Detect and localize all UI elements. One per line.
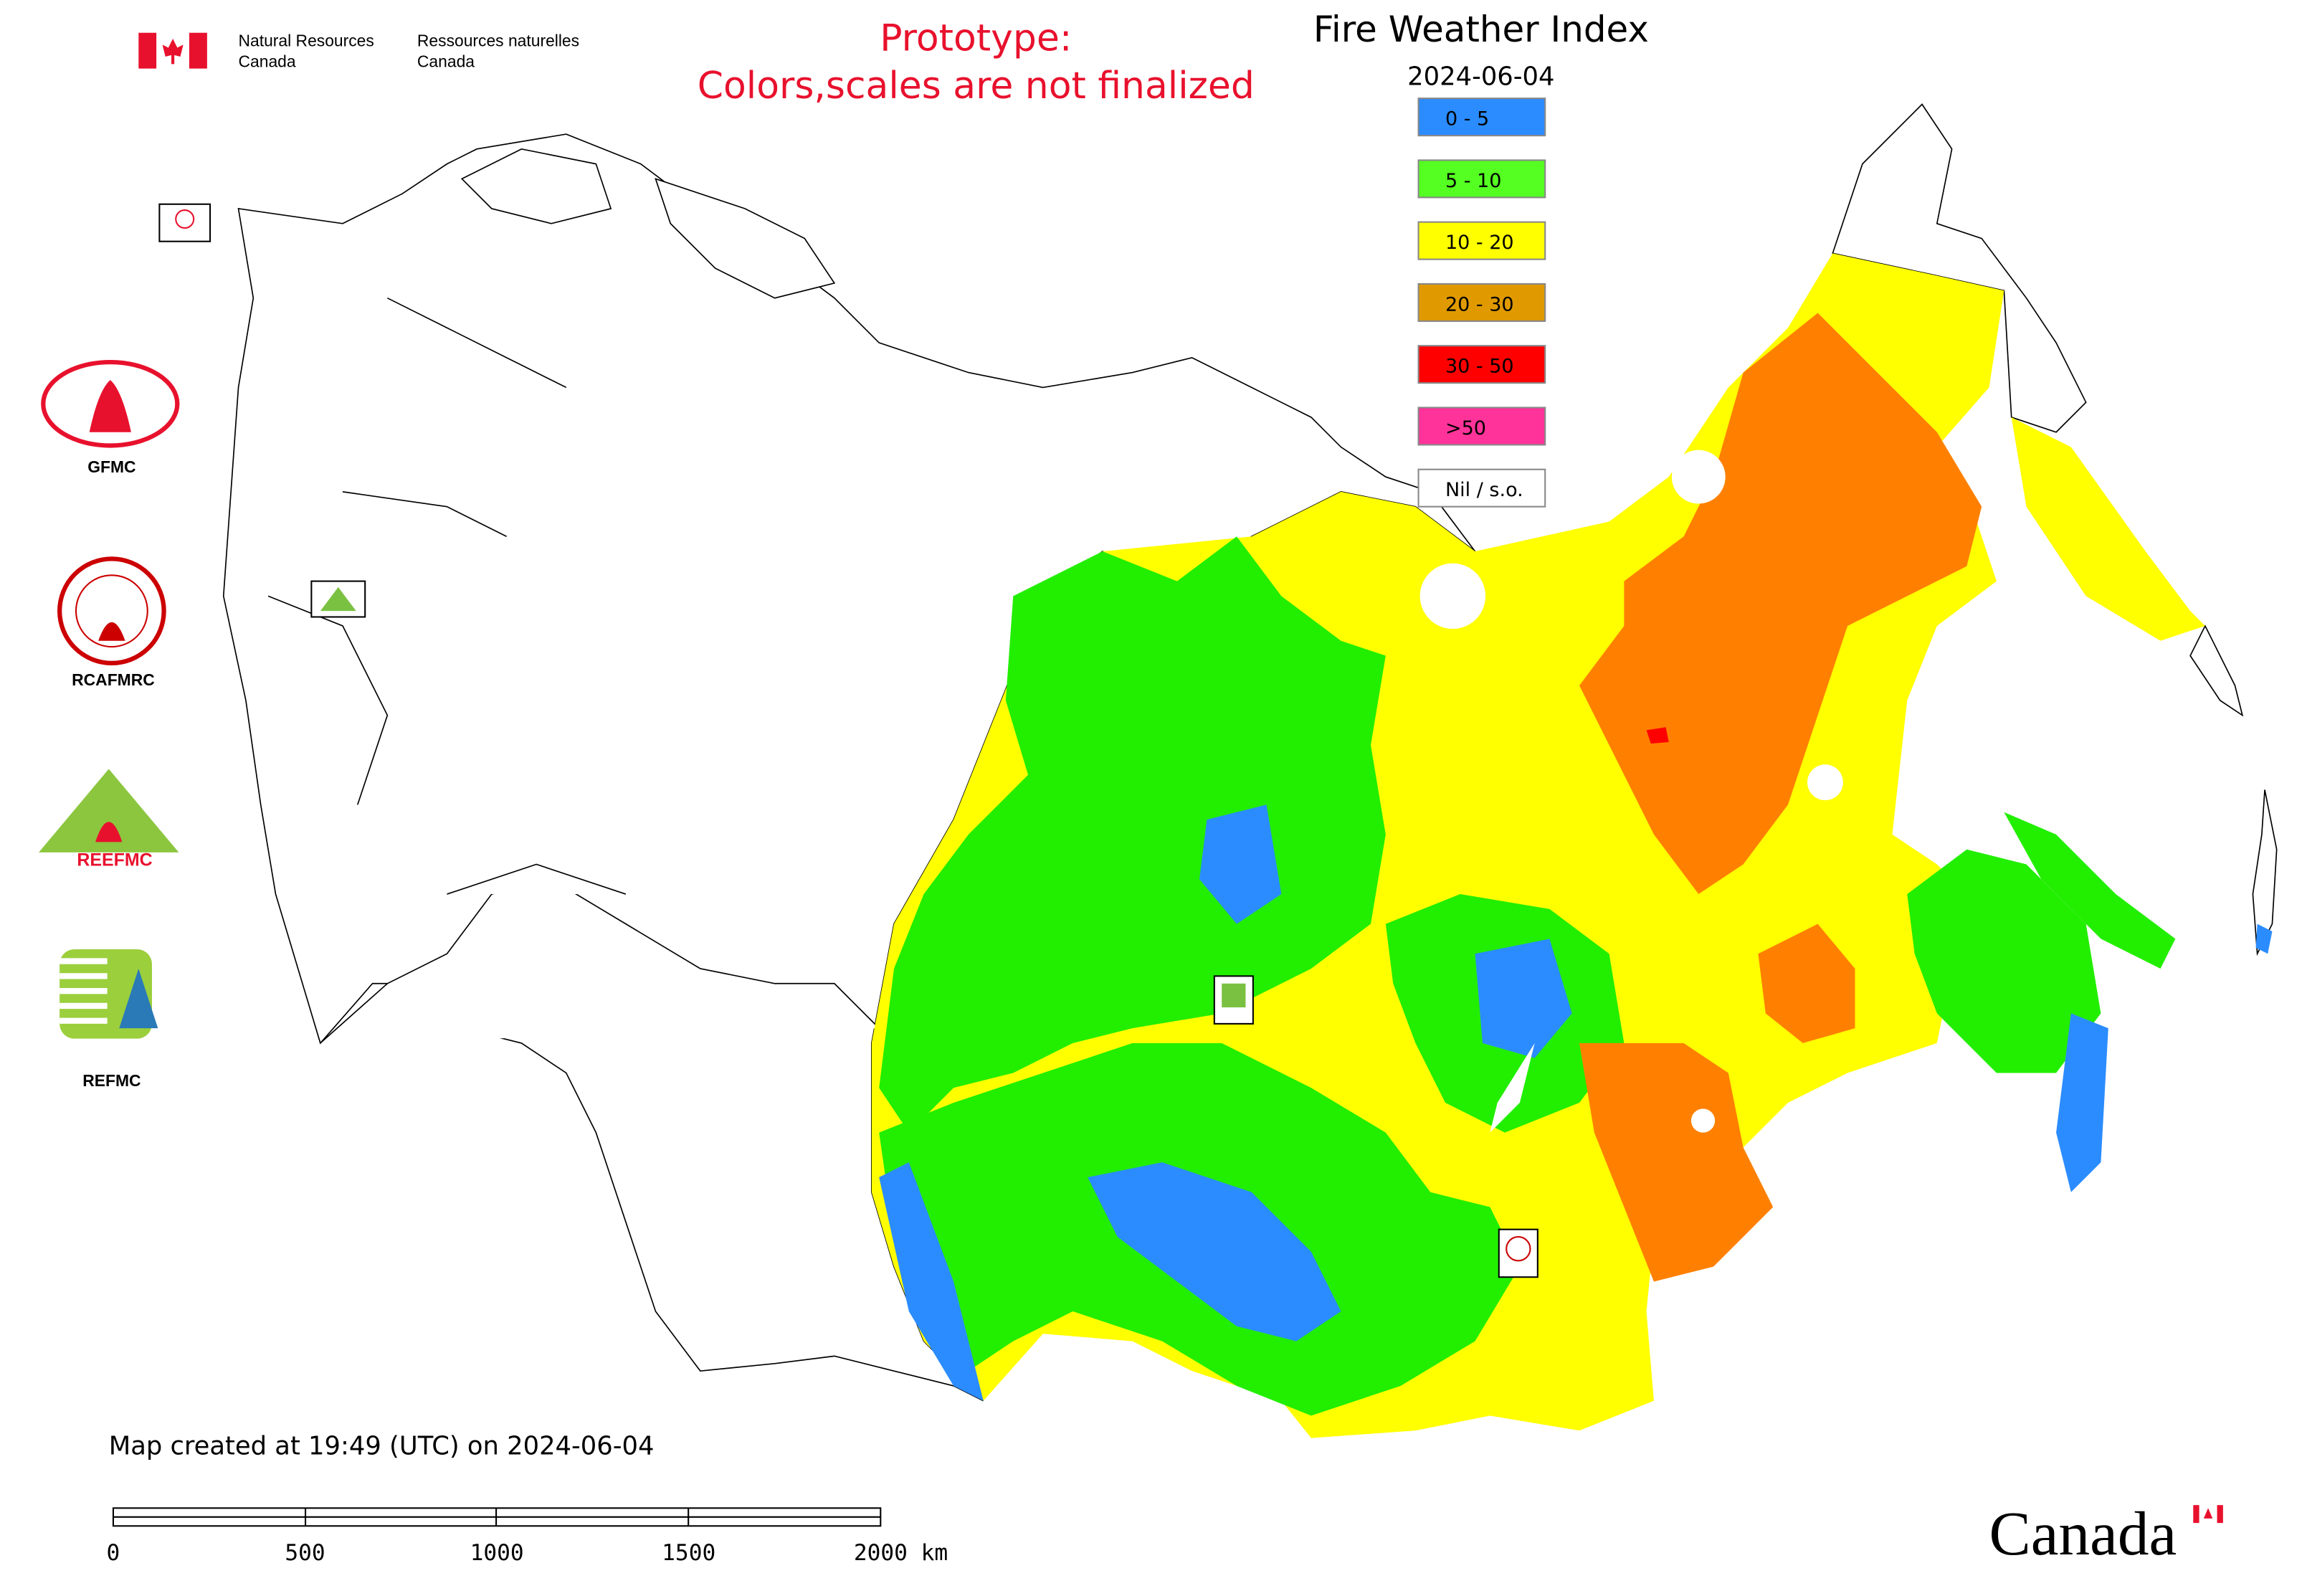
scale-label: 500 (285, 1540, 325, 1566)
logo-label: RCAFMRC (72, 670, 155, 689)
agency-en: Canada (239, 52, 296, 71)
canada-flag (138, 32, 207, 69)
legend-label: 5 - 10 (1445, 170, 1501, 192)
legend-swatch (1417, 407, 1546, 446)
legend-label: 20 - 30 (1445, 293, 1514, 315)
legend-label: Nil / s.o. (1445, 479, 1523, 501)
agency-en: Natural Resources (239, 31, 374, 49)
canada-wordmark: Canada (1989, 1498, 2223, 1568)
prototype-notice: Colors,scales are not finalized (698, 65, 1255, 108)
legend-swatch (1417, 282, 1546, 322)
legend-label: >50 (1445, 417, 1486, 440)
scale-labels: 0 500 1000 1500 2000 km (107, 1540, 948, 1566)
prototype-notice: Prototype: (880, 17, 1072, 60)
fwi-field (871, 253, 2273, 1438)
legend-date: 2024-06-04 (1407, 62, 1554, 91)
scale-label: 2000 km (854, 1540, 948, 1566)
legend-swatch (1417, 468, 1546, 508)
legend: 0 - 5 5 - 10 10 - 20 20 - 30 30 - 50 >50 Nil /… (1417, 98, 1546, 508)
scale-label: 0 (107, 1540, 120, 1566)
logo-label: REFMC (82, 1071, 141, 1090)
legend-swatch (1417, 345, 1546, 384)
legend-swatch (1417, 159, 1546, 199)
agency-fr: Canada (417, 52, 475, 71)
legend-swatch (1417, 98, 1546, 137)
scale-bar (112, 1507, 882, 1527)
logos: GFMC RCAFMRC REEFMC REFMC (39, 359, 180, 1090)
base-map (222, 103, 2278, 1402)
logo-label: GFMC (87, 457, 135, 476)
legend-swatch (1417, 221, 1546, 260)
legend-title: Fire Weather Index (1313, 9, 1649, 50)
creation-note: Map created at 19:49 (UTC) on 2024-06-04 (109, 1432, 655, 1461)
scale-label: 1500 (662, 1540, 715, 1566)
station-markers (158, 203, 1538, 1278)
legend-label: 10 - 20 (1445, 232, 1514, 254)
legend-label: 30 - 50 (1445, 356, 1514, 378)
logo-label: REEFMC (77, 850, 152, 870)
wordmark: Canada (1989, 1498, 2177, 1568)
legend-label: 0 - 5 (1445, 108, 1489, 130)
scale-label: 1000 (470, 1540, 524, 1566)
agency-fr: Ressources naturelles (417, 31, 579, 49)
